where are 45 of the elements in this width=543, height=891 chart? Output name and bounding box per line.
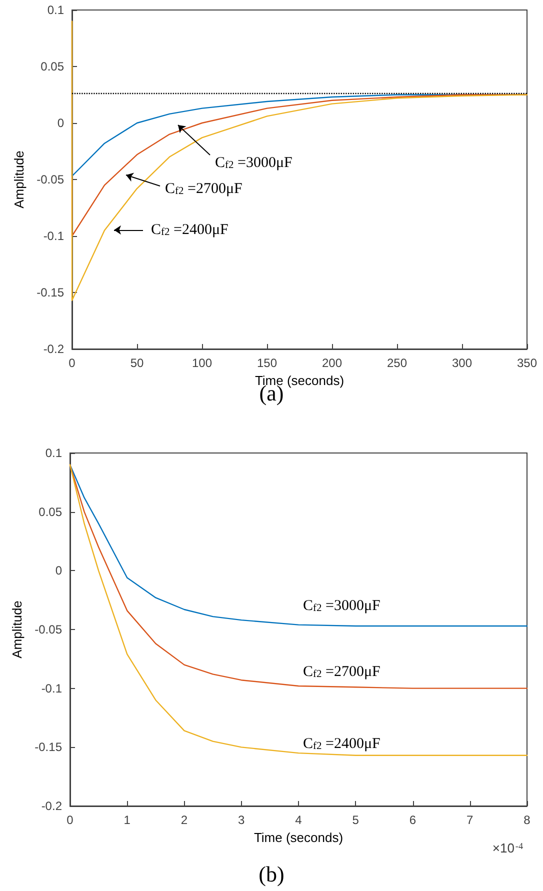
y-tick-label: 0.1 xyxy=(47,3,64,17)
x-tick-label: 100 xyxy=(192,356,212,370)
x-tick-label: 8 xyxy=(524,813,531,827)
annotation: Cf2=3000μF xyxy=(303,598,380,614)
y-tick-label: -0.2 xyxy=(41,799,62,813)
y-tick-label: 0.05 xyxy=(40,60,64,74)
x-tick-label: 2 xyxy=(180,813,188,827)
y-tick-label: 0.05 xyxy=(38,504,62,519)
annotation: Cf2=2700μF xyxy=(165,181,242,198)
y-tick-label: -0.2 xyxy=(43,342,64,356)
y-tick-label: -0.05 xyxy=(34,622,62,636)
x-tick-label: 3 xyxy=(238,813,246,827)
line-series xyxy=(71,20,528,302)
x-tick-label: 150 xyxy=(256,356,278,370)
x-tick-label: 4 xyxy=(295,813,302,827)
y-axis-title: Amplitude xyxy=(12,150,27,208)
annotation: Cf2=3000μF xyxy=(215,155,292,172)
x-tick-label: 7 xyxy=(466,813,474,827)
x-tick-label: 300 xyxy=(452,356,472,370)
x-tick-label: 250 xyxy=(386,356,408,370)
y-axis-title: Amplitude xyxy=(10,600,25,658)
annotation: Cf2=2400μF xyxy=(303,736,380,752)
annotation: Cf2=2700μF xyxy=(303,664,380,680)
y-tick-label: 0.1 xyxy=(45,446,62,460)
x-tick-label: 0 xyxy=(66,813,74,827)
x-tick-label: 200 xyxy=(322,356,342,370)
x-tick-label: 1 xyxy=(124,813,131,827)
line-series xyxy=(69,464,528,627)
text: (b) xyxy=(258,862,284,886)
annotation: Cf2=2400μF xyxy=(151,222,228,238)
y-tick-label: -0.15 xyxy=(34,740,62,754)
x-tick-label: 350 xyxy=(516,356,538,370)
y-tick-label: -0.05 xyxy=(36,172,64,186)
x-tick-label: 6 xyxy=(409,813,416,827)
x-tick-label: 5 xyxy=(352,813,360,827)
line-series xyxy=(69,464,528,689)
y-tick-label: -0.1 xyxy=(43,229,64,243)
y-tick-label: -0.15 xyxy=(36,286,64,300)
x-axis-title: Time (seconds) xyxy=(254,830,344,845)
x-tick-label: 50 xyxy=(130,356,144,370)
x-tick-label: 0 xyxy=(68,356,76,370)
y-tick-label: 0 xyxy=(55,564,62,578)
y-tick-label: -0.1 xyxy=(41,681,62,696)
y-tick-label: 0 xyxy=(57,116,64,130)
line-series xyxy=(69,464,528,756)
